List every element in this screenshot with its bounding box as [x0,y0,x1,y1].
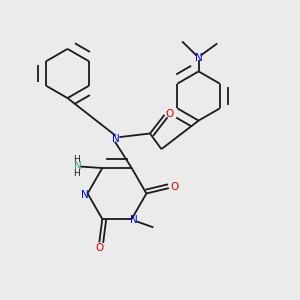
Text: N: N [74,161,81,171]
Text: N: N [112,134,119,144]
Text: O: O [170,182,178,192]
Text: N: N [81,190,89,200]
Text: H: H [73,169,80,178]
Text: O: O [165,109,173,119]
Text: N: N [130,215,138,226]
Text: H: H [73,154,80,164]
Text: O: O [95,243,103,254]
Text: N: N [195,53,203,63]
